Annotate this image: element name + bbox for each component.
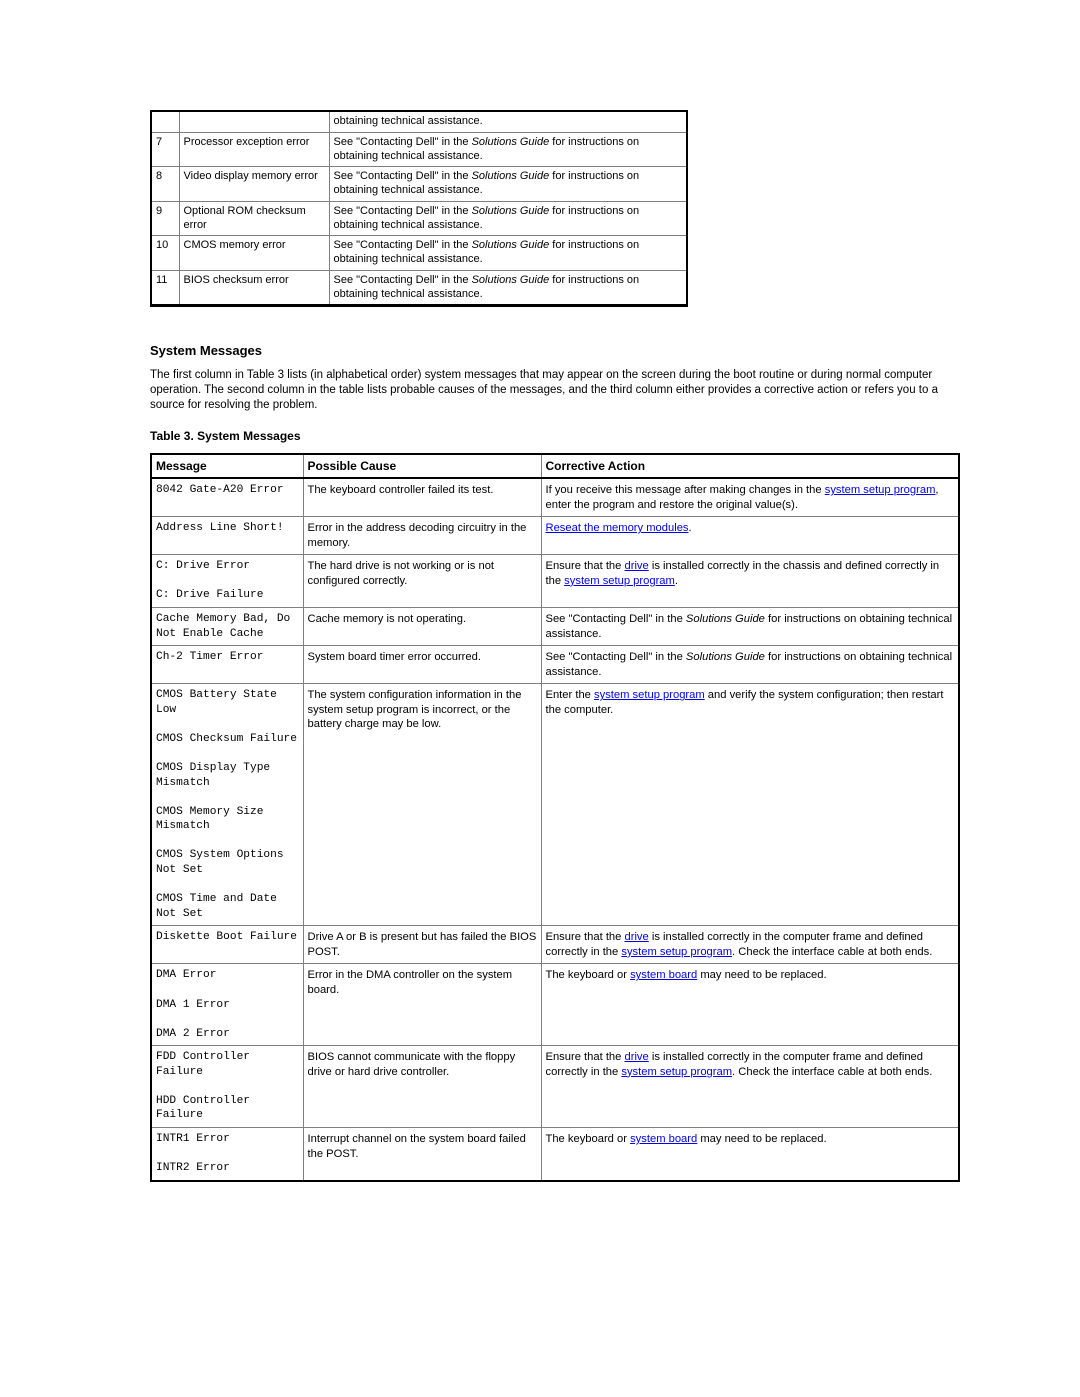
action-cell: The keyboard or system board may need to… (541, 964, 959, 1046)
doc-link[interactable]: Reseat the memory modules (546, 522, 689, 534)
table-row: 7Processor exception errorSee "Contactin… (151, 132, 687, 167)
beep-action-cell: See "Contacting Dell" in the Solutions G… (329, 236, 687, 271)
doc-link[interactable]: drive (625, 1051, 649, 1063)
cause-cell: Error in the DMA controller on the syste… (303, 964, 541, 1046)
italic-title: Solutions Guide (686, 613, 765, 625)
solutions-guide-title: Solutions Guide (472, 170, 550, 182)
action-cell: See "Contacting Dell" in the Solutions G… (541, 608, 959, 646)
beep-action-cell: See "Contacting Dell" in the Solutions G… (329, 201, 687, 236)
cause-cell: The keyboard controller failed its test. (303, 478, 541, 517)
table-header-row: Message Possible Cause Corrective Action (151, 454, 959, 478)
message-cell: Diskette Boot Failure (151, 926, 303, 964)
beep-action-cell: See "Contacting Dell" in the Solutions G… (329, 167, 687, 202)
solutions-guide-title: Solutions Guide (472, 136, 550, 148)
message-cell: Ch-2 Timer Error (151, 646, 303, 684)
table-row: 8Video display memory errorSee "Contacti… (151, 167, 687, 202)
table-row: INTR1 Error INTR2 ErrorInterrupt channel… (151, 1128, 959, 1181)
system-messages-intro: The first column in Table 3 lists (in al… (150, 368, 960, 413)
cause-cell: Interrupt channel on the system board fa… (303, 1128, 541, 1181)
beep-cause-cell: BIOS checksum error (179, 270, 329, 306)
cause-cell: Drive A or B is present but has failed t… (303, 926, 541, 964)
italic-title: Solutions Guide (686, 651, 765, 663)
beep-cause-cell: Optional ROM checksum error (179, 201, 329, 236)
cause-cell: System board timer error occurred. (303, 646, 541, 684)
action-cell: Enter the system setup program and verif… (541, 684, 959, 926)
table-row: 11BIOS checksum errorSee "Contacting Del… (151, 270, 687, 306)
table-row: CMOS Battery State Low CMOS Checksum Fai… (151, 684, 959, 926)
beep-action-cell: See "Contacting Dell" in the Solutions G… (329, 270, 687, 306)
cause-cell: Error in the address decoding circuitry … (303, 517, 541, 555)
table-row: C: Drive Error C: Drive FailureThe hard … (151, 555, 959, 608)
beep-table-body: obtaining technical assistance.7Processo… (151, 111, 687, 306)
table-row: 10CMOS memory errorSee "Contacting Dell"… (151, 236, 687, 271)
table-row: 9Optional ROM checksum errorSee "Contact… (151, 201, 687, 236)
doc-link[interactable]: system board (630, 1133, 697, 1145)
message-cell: 8042 Gate-A20 Error (151, 478, 303, 517)
doc-link[interactable]: system setup program (621, 1066, 732, 1078)
doc-link[interactable]: drive (625, 560, 649, 572)
cause-cell: BIOS cannot communicate with the floppy … (303, 1046, 541, 1128)
beep-cause-cell (179, 111, 329, 132)
action-cell: If you receive this message after making… (541, 478, 959, 517)
table-row: Address Line Short!Error in the address … (151, 517, 959, 555)
table-row: Diskette Boot FailureDrive A or B is pre… (151, 926, 959, 964)
col-header-cause: Possible Cause (303, 454, 541, 478)
beep-code-cell: 11 (151, 270, 179, 306)
solutions-guide-title: Solutions Guide (472, 205, 550, 217)
table-row: 8042 Gate-A20 ErrorThe keyboard controll… (151, 478, 959, 517)
system-messages-heading: System Messages (150, 343, 960, 358)
beep-cause-cell: CMOS memory error (179, 236, 329, 271)
table-row: DMA Error DMA 1 Error DMA 2 ErrorError i… (151, 964, 959, 1046)
beep-code-cell: 10 (151, 236, 179, 271)
action-cell: Ensure that the drive is installed corre… (541, 555, 959, 608)
beep-action-cell: See "Contacting Dell" in the Solutions G… (329, 132, 687, 167)
table3-caption: Table 3. System Messages (150, 429, 960, 443)
message-cell: INTR1 Error INTR2 Error (151, 1128, 303, 1181)
table-row: Cache Memory Bad, Do Not Enable CacheCac… (151, 608, 959, 646)
col-header-message: Message (151, 454, 303, 478)
doc-link[interactable]: system setup program (564, 575, 675, 587)
table-row: FDD Controller Failure HDD Controller Fa… (151, 1046, 959, 1128)
solutions-guide-title: Solutions Guide (472, 239, 550, 251)
system-messages-table: Message Possible Cause Corrective Action… (150, 453, 960, 1182)
beep-code-cell: 7 (151, 132, 179, 167)
beep-cause-cell: Video display memory error (179, 167, 329, 202)
beep-code-cell (151, 111, 179, 132)
doc-link[interactable]: drive (625, 931, 649, 943)
cause-cell: The hard drive is not working or is not … (303, 555, 541, 608)
beep-code-cell: 9 (151, 201, 179, 236)
beep-cause-cell: Processor exception error (179, 132, 329, 167)
document-page: obtaining technical assistance.7Processo… (0, 0, 1080, 1182)
col-header-action: Corrective Action (541, 454, 959, 478)
doc-link[interactable]: system board (630, 969, 697, 981)
action-cell: Ensure that the drive is installed corre… (541, 1046, 959, 1128)
msg-table-body: 8042 Gate-A20 ErrorThe keyboard controll… (151, 478, 959, 1181)
message-cell: Cache Memory Bad, Do Not Enable Cache (151, 608, 303, 646)
message-cell: DMA Error DMA 1 Error DMA 2 Error (151, 964, 303, 1046)
table-row: Ch-2 Timer ErrorSystem board timer error… (151, 646, 959, 684)
doc-link[interactable]: system setup program (825, 484, 936, 496)
cause-cell: Cache memory is not operating. (303, 608, 541, 646)
cause-cell: The system configuration information in … (303, 684, 541, 926)
message-cell: Address Line Short! (151, 517, 303, 555)
solutions-guide-title: Solutions Guide (472, 274, 550, 286)
doc-link[interactable]: system setup program (621, 946, 732, 958)
action-cell: Reseat the memory modules. (541, 517, 959, 555)
beep-code-cell: 8 (151, 167, 179, 202)
message-cell: C: Drive Error C: Drive Failure (151, 555, 303, 608)
table-row: obtaining technical assistance. (151, 111, 687, 132)
action-cell: The keyboard or system board may need to… (541, 1128, 959, 1181)
action-cell: Ensure that the drive is installed corre… (541, 926, 959, 964)
beep-action-cell: obtaining technical assistance. (329, 111, 687, 132)
message-cell: CMOS Battery State Low CMOS Checksum Fai… (151, 684, 303, 926)
beep-code-table: obtaining technical assistance.7Processo… (150, 110, 688, 307)
doc-link[interactable]: system setup program (594, 689, 705, 701)
message-cell: FDD Controller Failure HDD Controller Fa… (151, 1046, 303, 1128)
action-cell: See "Contacting Dell" in the Solutions G… (541, 646, 959, 684)
